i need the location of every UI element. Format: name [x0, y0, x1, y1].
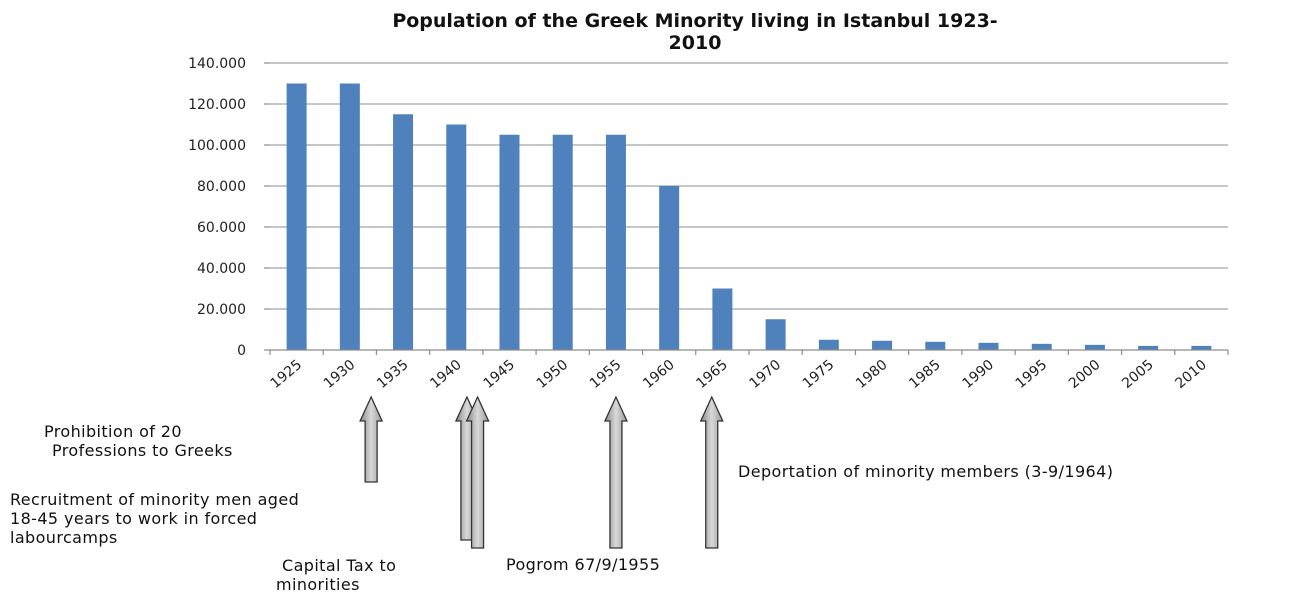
bar	[1084, 344, 1105, 350]
x-axis-tick-labels: 1925 1930 1935 1940 1945 1950 1955 1960 1965 1970…	[268, 350, 1229, 392]
annotation-recruitment-line-3: labourcamps	[10, 528, 118, 547]
y-tick-label: 100.000	[188, 138, 246, 154]
x-tick-label: 2010	[1172, 357, 1210, 392]
y-tick-label: 120.000	[188, 97, 246, 113]
annotation-prohibition-line-1: Prohibition of 20	[44, 422, 182, 441]
bar	[712, 288, 733, 350]
bar	[765, 319, 786, 350]
y-tick-label: 80.000	[197, 179, 246, 195]
y-axis-tick-labels: 0 20.000 40.000 60.000 80.000 100.000 120.000 1…	[188, 56, 246, 359]
bar	[552, 134, 573, 350]
x-tick-label: 1980	[853, 357, 891, 392]
chart-title-line-2: 2010	[669, 32, 722, 54]
bar	[1138, 345, 1159, 350]
x-tick-label: 1950	[534, 357, 572, 392]
annotation-prohibition-line-2: Professions to Greeks	[52, 441, 233, 460]
x-tick-label: 1935	[374, 357, 412, 392]
up-arrow-icon	[699, 395, 724, 549]
bar	[978, 342, 999, 350]
annotation-deportation-line-1: Deportation of minority members (3-9/196…	[738, 462, 1113, 481]
annotation-recruitment-line-2: 18-45 years to work in forced	[10, 509, 257, 528]
up-arrow-icon	[359, 395, 384, 483]
annotation-capital-tax-line-2: minorities	[276, 575, 360, 594]
bar	[393, 114, 414, 350]
bar	[605, 134, 626, 350]
annotation-pogrom-line-1: Pogrom 67/9/1955	[506, 555, 660, 574]
x-tick-label: 1995	[1013, 357, 1051, 392]
chart-title-line-1: Population of the Greek Minority living …	[392, 10, 997, 32]
bar	[1191, 345, 1212, 350]
x-tick-label: 2005	[1119, 357, 1157, 392]
annotation-pogrom: Pogrom 67/9/1955	[506, 555, 660, 574]
bar	[818, 339, 839, 350]
y-tick-label: 0	[237, 343, 246, 359]
y-tick-label: 60.000	[197, 220, 246, 236]
annotation-prohibition: Prohibition of 20 Professions to Greeks	[44, 422, 233, 460]
x-tick-label: 1940	[427, 357, 465, 392]
x-tick-label: 1925	[268, 357, 306, 392]
x-tick-label: 1975	[800, 357, 838, 392]
annotation-recruitment-line-1: Recruitment of minority men aged	[10, 490, 299, 509]
bar	[872, 340, 893, 350]
x-tick-label: 1970	[747, 357, 785, 392]
x-tick-label: 1985	[906, 357, 944, 392]
annotation-capital-tax-line-1: Capital Tax to	[282, 556, 396, 575]
bar	[659, 186, 680, 350]
annotation-deportation: Deportation of minority members (3-9/196…	[738, 462, 1113, 481]
up-arrow-icon	[465, 395, 490, 549]
y-tick-label: 140.000	[188, 56, 246, 72]
bar	[446, 124, 467, 350]
x-tick-label: 1965	[693, 357, 731, 392]
x-tick-label: 1990	[959, 357, 997, 392]
bar	[925, 341, 946, 350]
x-tick-label: 2000	[1066, 357, 1104, 392]
y-tick-label: 20.000	[197, 302, 246, 318]
x-tick-label: 1945	[480, 357, 518, 392]
x-tick-label: 1930	[321, 357, 359, 392]
annotation-capital-tax: Capital Tax to minorities	[276, 556, 396, 594]
bars	[286, 83, 1212, 350]
y-tick-label: 40.000	[197, 261, 246, 277]
gridlines	[264, 62, 1228, 351]
bar	[1031, 343, 1052, 350]
bar	[339, 83, 360, 350]
bar	[499, 134, 520, 350]
x-tick-label: 1955	[587, 357, 625, 392]
up-arrow-icon	[603, 395, 628, 549]
x-tick-label: 1960	[640, 357, 678, 392]
annotation-recruitment: Recruitment of minority men aged 18-45 y…	[10, 490, 299, 547]
bar	[286, 83, 307, 350]
event-arrows	[359, 395, 724, 549]
